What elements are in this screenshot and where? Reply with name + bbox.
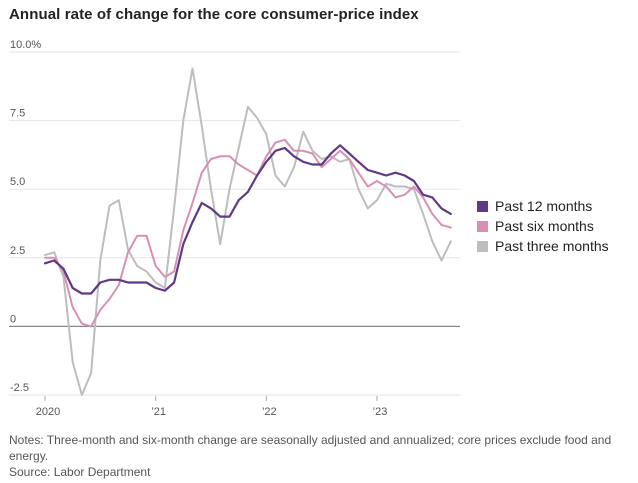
y-tick-label: 10.0% <box>10 39 41 51</box>
legend: Past 12 months Past six months Past thre… <box>477 196 609 256</box>
x-tick-label: 2020 <box>36 406 60 418</box>
legend-label: Past three months <box>495 238 609 254</box>
y-tick-label: -2.5 <box>10 382 29 394</box>
legend-swatch <box>477 200 488 212</box>
legend-item-past-12-months: Past 12 months <box>477 196 609 216</box>
chart-source: Source: Labor Department <box>9 465 151 479</box>
chart-notes: Notes: Three-month and six-month change … <box>9 433 612 463</box>
y-tick-label: 5.0 <box>10 176 25 188</box>
grid-lines <box>9 51 460 396</box>
x-tick-label: ’22 <box>262 406 277 418</box>
legend-swatch <box>477 220 488 232</box>
legend-item-past-six-months: Past six months <box>477 216 609 236</box>
series-lines <box>43 67 452 396</box>
series-line-past-three-months <box>44 67 452 396</box>
y-tick-label: 2.5 <box>10 245 25 257</box>
x-axis-ticks: 2020 ’21 ’22 ’23 <box>36 396 388 418</box>
line-chart: 10.0% 7.5 5.0 2.5 0 -2.5 2020 ’21 ’22 ’23 <box>9 39 460 418</box>
legend-swatch <box>477 240 488 252</box>
y-axis-ticks: 10.0% 7.5 5.0 2.5 0 -2.5 <box>10 39 41 394</box>
chart-title: Annual rate of change for the core consu… <box>9 6 419 23</box>
series-line-past-12-months <box>43 144 452 295</box>
x-tick-label: ’23 <box>373 406 388 418</box>
y-tick-label: 7.5 <box>10 108 25 120</box>
series-line-past-six-months <box>44 138 452 328</box>
legend-label: Past 12 months <box>495 198 593 214</box>
legend-label: Past six months <box>495 218 594 234</box>
legend-item-past-three-months: Past three months <box>477 236 609 256</box>
x-tick-label: ’21 <box>151 406 166 418</box>
y-tick-label: 0 <box>10 313 16 325</box>
